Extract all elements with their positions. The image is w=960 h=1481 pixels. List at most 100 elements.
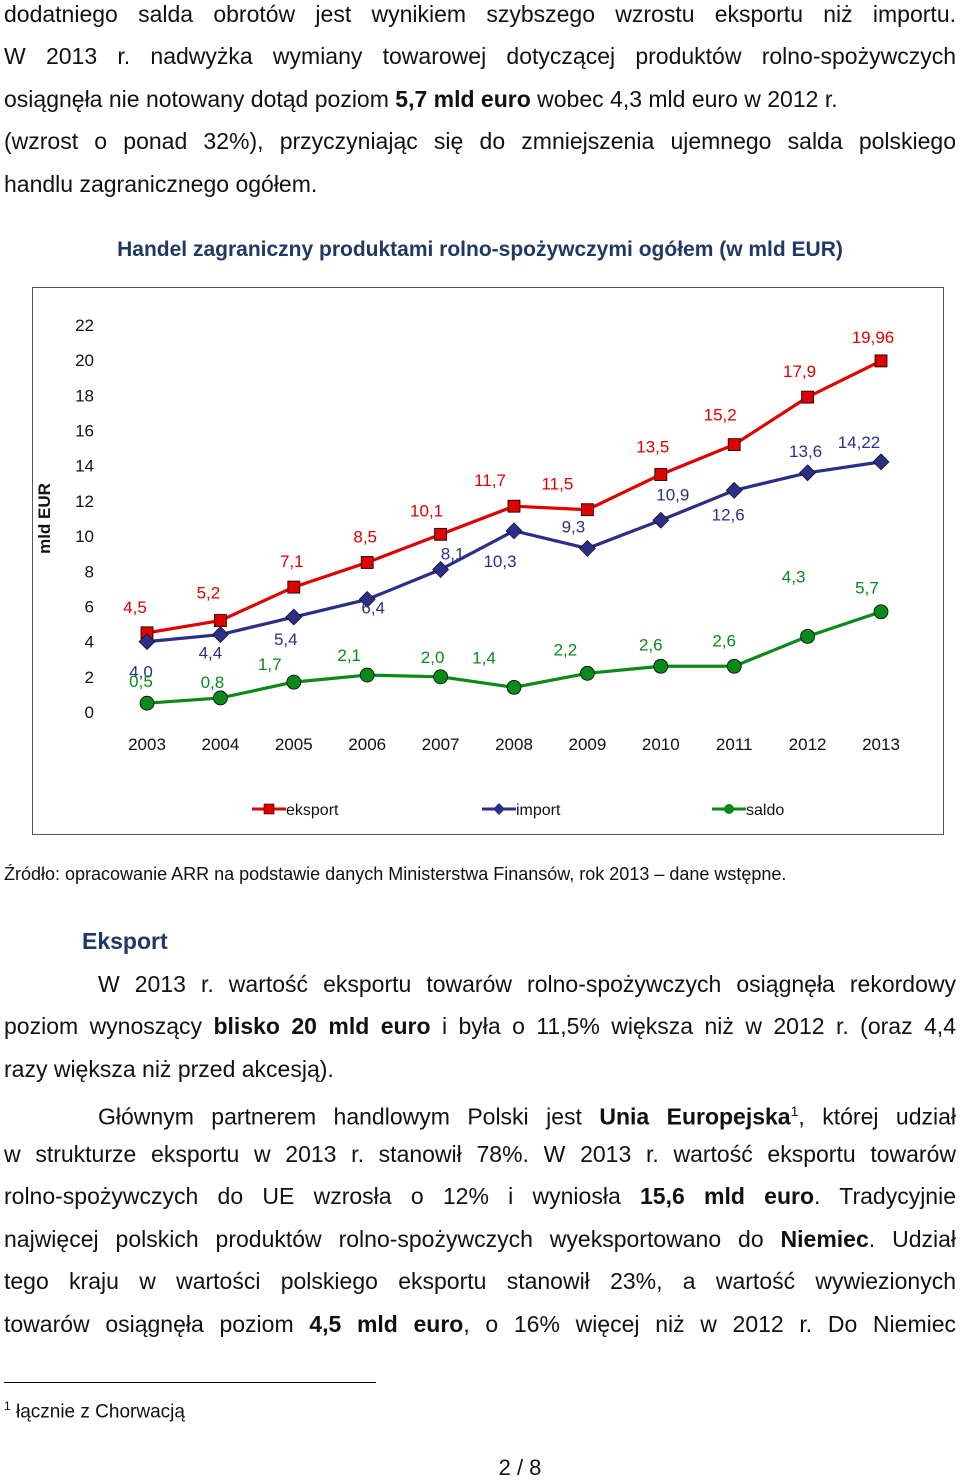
export-value: blisko 20 mld euro [213, 1013, 431, 1039]
intro-line-1: dodatniego salda obrotów jest wynikiem s… [4, 1, 956, 27]
x-tick-label: 2003 [128, 735, 166, 754]
germany-value: 4,5 mld euro [309, 1311, 464, 1337]
saldo-marker [286, 674, 302, 690]
chart-series: 4,5 5,2 7,1 8,5 10,1 11,7 11,5 13,5 15,2 17,9 19,9… [123, 328, 895, 711]
saldo-data-label: 4,3 [782, 567, 806, 586]
footnote: 1 łącznie z Chorwacją [4, 1394, 185, 1424]
saldo-marker [726, 658, 742, 674]
import-marker [505, 522, 523, 540]
saldo-data-label: 2,2 [554, 640, 578, 659]
y-tick-label: 22 [75, 316, 94, 335]
import-marker [138, 633, 156, 651]
intro-text: wobec 4,3 mld euro w 2012 r. [530, 86, 838, 112]
export-text: najwięcej polskich produktów rolno-spoży… [4, 1226, 781, 1252]
export-text: poziom wynoszący [4, 1013, 214, 1039]
x-tick-label: 2010 [642, 735, 680, 754]
eksport-data-label: 15,2 [704, 406, 737, 425]
eksport-marker [727, 438, 741, 452]
eksport-marker [434, 527, 448, 541]
x-tick-label: 2007 [422, 735, 460, 754]
intro-line-2: W 2013 r. nadwyżka wymiany towarowej dot… [4, 43, 956, 69]
footnote-number: 1 [4, 1399, 11, 1413]
y-tick-label: 12 [75, 492, 94, 511]
saldo-data-label: 2,0 [421, 648, 445, 667]
import-data-label: 10,3 [483, 552, 516, 571]
x-tick-label: 2005 [275, 735, 313, 754]
eksport-marker [360, 556, 374, 569]
source-note: Źródło: opracowanie ARR na podstawie dan… [4, 864, 787, 884]
chart-title: Handel zagraniczny produktami rolno-spoż… [117, 238, 843, 261]
intro-line-4: (wzrost o ponad 32%), przyczyniając się … [4, 128, 956, 154]
footnote-text: łącznie z Chorwacją [10, 1401, 185, 1423]
saldo-marker [212, 690, 228, 706]
saldo-marker [653, 658, 669, 674]
saldo-marker [873, 604, 889, 620]
saldo-data-label: 1,7 [258, 655, 282, 674]
export-p2-line-3: rolno-spożywczych do UE wzrosła o 12% i … [4, 1182, 956, 1210]
x-tick-label: 2008 [495, 735, 533, 754]
saldo-marker [139, 695, 155, 711]
y-tick-label: 10 [75, 527, 94, 546]
y-tick-label: 14 [75, 457, 94, 476]
surplus-value: 5,7 mld euro [395, 86, 531, 112]
export-text: , której udział [798, 1103, 956, 1130]
y-tick-label: 18 [75, 386, 94, 405]
import-marker [432, 561, 450, 578]
y-tick-label: 6 [85, 597, 94, 616]
chart-legend: eksport import saldo [252, 802, 784, 819]
import-data-label: 6,4 [361, 598, 385, 617]
footnote-marker: 1 [790, 1103, 799, 1119]
saldo-legend-label: saldo [746, 802, 784, 819]
import-data-label: 5,4 [274, 630, 298, 649]
import-data-label: 9,3 [562, 517, 586, 536]
eksport-data-label: 11,5 [541, 475, 573, 494]
y-tick-label: 0 [85, 703, 94, 722]
eksport-marker [581, 503, 594, 517]
eksport-data-label: 8,5 [353, 527, 377, 546]
y-tick-label: 20 [75, 351, 94, 370]
y-tick-label: 2 [85, 668, 94, 687]
eksport-data-label: 19,96 [852, 328, 895, 347]
eksport-legend-marker [263, 803, 275, 815]
import-marker [652, 511, 670, 529]
import-marker [799, 464, 817, 482]
saldo-marker [359, 667, 375, 683]
export-text: i była o 11,5% większa niż w 2012 r. (or… [430, 1013, 956, 1039]
import-data-label: 10,9 [656, 485, 689, 504]
import-data-label: 12,6 [712, 505, 745, 524]
saldo-data-label: 5,7 [855, 579, 879, 598]
import-marker [725, 481, 743, 499]
import-marker [578, 539, 596, 557]
export-p2-line-2: w strukturze eksportu w 2013 r. stanowił… [4, 1141, 956, 1167]
import-data-label: 4,4 [199, 644, 223, 663]
intro-line-3: osiągnęła nie notowany dotąd poziom 5,7 … [4, 85, 956, 113]
saldo-legend-marker [724, 804, 734, 814]
export-text: towarów osiągnęła poziom [4, 1311, 310, 1337]
x-tick-label: 2012 [789, 735, 827, 754]
chart-frame [32, 287, 944, 835]
eksport-data-label: 7,1 [280, 552, 304, 571]
import-data-label: 4,0 [129, 663, 153, 682]
intro-text: osiągnęła nie notowany dotąd poziom [4, 86, 396, 112]
eksport-data-label: 11,7 [474, 471, 506, 490]
eksport-marker [801, 390, 814, 404]
x-tick-label: 2011 [716, 735, 753, 754]
eksport-data-label: 17,9 [783, 362, 816, 381]
eksport-marker [213, 614, 227, 627]
x-tick-label: 2009 [568, 735, 606, 754]
export-p1-line-1: W 2013 r. wartość eksportu towarów rolno… [98, 971, 956, 997]
export-text: . Udział [868, 1226, 956, 1252]
saldo-data-label: 0,5 [129, 672, 153, 691]
saldo-marker [506, 679, 522, 695]
footnote-rule [4, 1382, 376, 1383]
section-heading-eksport: Eksport [82, 928, 168, 954]
eksport-legend-label: eksport [286, 802, 339, 819]
export-p2-line-4: najwięcej polskich produktów rolno-spoży… [4, 1225, 956, 1253]
page-number: 2 / 8 [498, 1455, 542, 1480]
eksport-data-label: 5,2 [197, 584, 221, 603]
import-data-label: 8,1 [441, 545, 465, 564]
import-data-label: 14,22 [838, 433, 881, 452]
eksport-marker [874, 354, 888, 368]
saldo-marker [433, 669, 449, 685]
